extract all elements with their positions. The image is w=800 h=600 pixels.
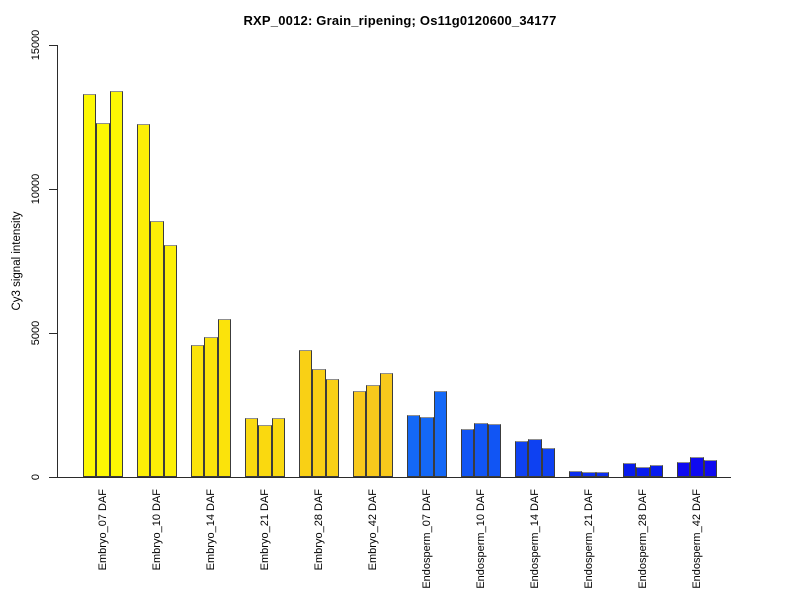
- x-axis: [57, 477, 731, 478]
- x-axis-label: Endosperm_42 DAF: [690, 489, 703, 589]
- bar: [136, 124, 151, 477]
- bar: [298, 350, 313, 477]
- bar: [406, 415, 421, 477]
- x-axis-label: Embryo_10 DAF: [150, 489, 163, 571]
- bar: [582, 471, 596, 477]
- y-tick-mark: [49, 333, 57, 334]
- bar: [676, 462, 691, 477]
- chart-title: RXP_0012: Grain_ripening; Os11g0120600_3…: [243, 13, 557, 28]
- bar: [703, 460, 718, 477]
- x-axis-label: Embryo_07 DAF: [96, 489, 109, 571]
- bar: [244, 417, 259, 477]
- y-tick-label: 10000: [30, 173, 42, 205]
- bar: [150, 220, 164, 477]
- x-axis-label: Endosperm_10 DAF: [474, 489, 487, 589]
- bar: [325, 379, 340, 477]
- y-tick-label: 15000: [30, 29, 42, 61]
- bar: [541, 448, 556, 477]
- x-axis-label: Embryo_14 DAF: [204, 489, 217, 571]
- bar: [379, 373, 394, 477]
- bar: [109, 91, 124, 477]
- bar: [96, 122, 110, 477]
- bar: [528, 438, 542, 477]
- x-axis-label: Endosperm_14 DAF: [528, 489, 541, 589]
- bar: [568, 470, 583, 477]
- bar: [649, 465, 664, 477]
- y-tick-label: 5000: [30, 320, 42, 346]
- x-axis-label: Endosperm_07 DAF: [420, 489, 433, 589]
- y-tick-label: 0: [30, 473, 42, 481]
- bar: [190, 344, 205, 477]
- y-tick-mark: [49, 189, 57, 190]
- bar: [312, 369, 326, 477]
- bar: [460, 428, 475, 477]
- bar: [204, 337, 218, 477]
- bar: [433, 391, 448, 477]
- bar: [636, 467, 650, 477]
- bar: [366, 384, 380, 477]
- bar: [514, 441, 529, 477]
- y-tick-mark: [49, 477, 57, 478]
- bar: [258, 425, 272, 477]
- x-axis-label: Embryo_21 DAF: [258, 489, 271, 571]
- bar: [622, 463, 637, 477]
- y-tick-mark: [49, 45, 57, 46]
- x-axis-label: Endosperm_28 DAF: [636, 489, 649, 589]
- bar: [595, 471, 610, 477]
- bar: [690, 456, 704, 477]
- bar: [487, 423, 502, 477]
- x-axis-label: Endosperm_21 DAF: [582, 489, 595, 589]
- bar: [474, 423, 488, 477]
- bar: [271, 417, 286, 477]
- bar: [352, 390, 367, 477]
- x-axis-label: Embryo_28 DAF: [312, 489, 325, 571]
- y-axis: [57, 45, 58, 478]
- bar: [82, 93, 97, 477]
- bar: [217, 318, 232, 477]
- x-axis-label: Embryo_42 DAF: [366, 489, 379, 571]
- bar: [163, 245, 178, 477]
- y-axis-label: Cy3 signal intensity: [11, 211, 23, 311]
- bar: [420, 417, 434, 477]
